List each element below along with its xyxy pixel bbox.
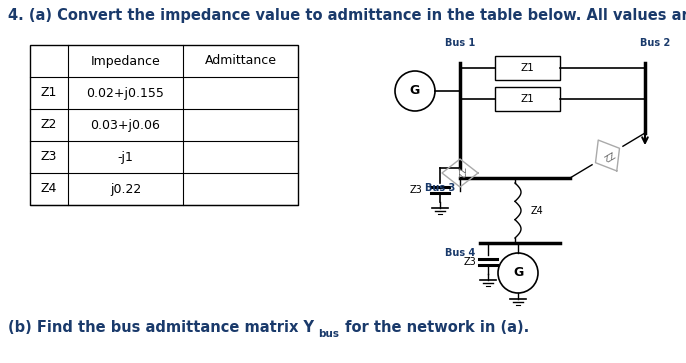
Text: Z2: Z2 <box>456 167 464 179</box>
Text: Z4: Z4 <box>531 205 544 216</box>
Text: Z2: Z2 <box>40 118 57 131</box>
Text: -j1: -j1 <box>117 151 134 163</box>
Text: j0.22: j0.22 <box>110 183 141 196</box>
Text: Bus 4: Bus 4 <box>445 248 475 258</box>
Text: Bus 1: Bus 1 <box>445 38 475 48</box>
Text: 4. (a) Convert the impedance value to admittance in the table below. All values : 4. (a) Convert the impedance value to ad… <box>8 8 686 23</box>
Text: G: G <box>410 85 420 98</box>
Text: Z3: Z3 <box>410 185 422 195</box>
Text: Z1: Z1 <box>520 63 534 73</box>
Text: G: G <box>513 266 523 280</box>
Text: Z1: Z1 <box>40 86 57 99</box>
Text: for the network in (a).: for the network in (a). <box>340 320 530 335</box>
Text: Z3: Z3 <box>463 257 476 267</box>
Text: bus: bus <box>318 329 339 339</box>
Text: 0.03+j0.06: 0.03+j0.06 <box>91 118 161 131</box>
Text: 0.02+j0.155: 0.02+j0.155 <box>86 86 165 99</box>
Text: Admittance: Admittance <box>204 54 276 68</box>
Text: Z2: Z2 <box>600 148 615 162</box>
Text: Bus 2: Bus 2 <box>640 38 670 48</box>
Text: Z4: Z4 <box>40 183 57 196</box>
Text: Bus 3: Bus 3 <box>425 183 455 193</box>
Text: (b) Find the bus admittance matrix Y: (b) Find the bus admittance matrix Y <box>8 320 314 335</box>
Text: Impedance: Impedance <box>91 54 161 68</box>
Text: Z3: Z3 <box>40 151 57 163</box>
Text: Z1: Z1 <box>520 94 534 104</box>
